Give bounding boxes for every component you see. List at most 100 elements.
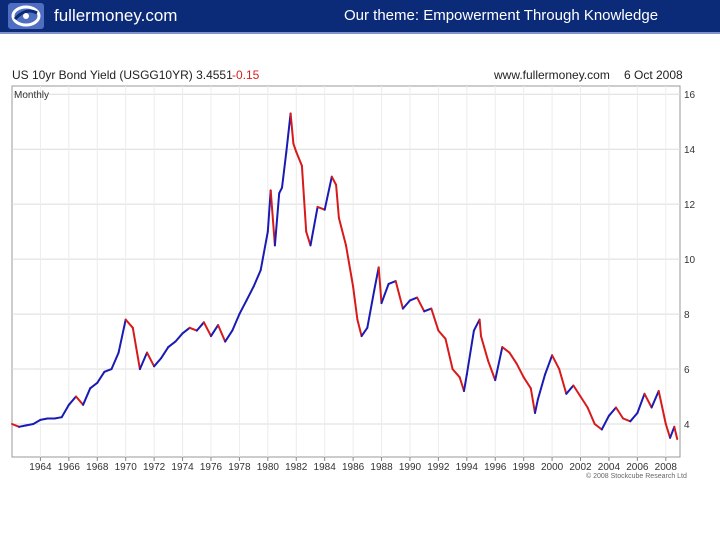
series-segment — [289, 112, 295, 145]
x-tick-label: 2008 — [655, 462, 678, 473]
series-segment — [195, 321, 205, 332]
series-segment — [551, 354, 561, 371]
x-axis: 1964 1966 1968 1970 1972 1974 1976 1978 1980 1982… — [29, 457, 677, 473]
series-segment — [167, 340, 177, 349]
plot-area — [11, 85, 681, 458]
y-axis: 4 6 8 10 12 14 16 — [684, 90, 696, 431]
series-segment — [401, 299, 411, 310]
y-tick-label: 8 — [684, 310, 690, 321]
series-segment — [67, 395, 77, 406]
series-segment — [544, 354, 554, 376]
x-tick-label: 1992 — [427, 462, 450, 473]
x-tick-label: 1984 — [314, 462, 337, 473]
chart-title: US 10yr Bond Yield (USGG10YR) 3.4551 — [12, 68, 233, 82]
series-segment — [593, 423, 603, 431]
series-segment — [245, 285, 255, 302]
swirl-logo-icon — [8, 3, 44, 29]
x-tick-label: 1994 — [456, 462, 479, 473]
y-tick-label: 10 — [684, 255, 696, 266]
series-segment — [278, 186, 283, 195]
y-tick-label: 16 — [684, 90, 696, 101]
series-segment — [373, 266, 380, 291]
series-segment — [103, 368, 113, 373]
x-tick-label: 1980 — [257, 462, 280, 473]
series-segment — [480, 335, 490, 362]
series-segment — [657, 390, 667, 425]
series-segment — [463, 373, 468, 392]
series-segment — [629, 412, 639, 423]
series-segment — [269, 189, 276, 247]
series-segment — [266, 189, 272, 233]
series-segment — [131, 326, 141, 371]
x-tick-label: 1998 — [513, 462, 536, 473]
x-tick-label: 1964 — [29, 462, 52, 473]
series-segment — [360, 326, 369, 338]
series-segment — [174, 332, 184, 343]
series-segment — [366, 288, 376, 329]
series-segment — [39, 417, 49, 421]
series-segment — [558, 368, 568, 395]
series-segment — [89, 381, 99, 390]
x-tick-label: 1974 — [171, 462, 194, 473]
series-segment — [423, 307, 433, 313]
series-segment — [224, 329, 234, 343]
series-segment — [231, 313, 241, 332]
series-segment — [181, 326, 191, 335]
series-segment — [377, 266, 383, 305]
series-segment — [508, 351, 518, 365]
x-tick-label: 1990 — [399, 462, 422, 473]
series-segment — [75, 395, 85, 406]
series-segment — [300, 164, 308, 233]
series-segment — [380, 282, 390, 305]
series-segment — [600, 414, 610, 431]
series-segment — [202, 321, 212, 338]
x-tick-label: 1986 — [342, 462, 365, 473]
series-segment — [615, 406, 625, 420]
series-segment — [643, 392, 653, 409]
series-segment — [394, 280, 404, 310]
series-segment — [309, 205, 319, 247]
series-segment — [210, 324, 220, 338]
header-banner: fullermoney.com Our theme: Empowerment T… — [0, 0, 720, 32]
series-segment — [451, 368, 461, 379]
series-segment — [444, 337, 454, 371]
series-segment — [622, 417, 632, 423]
series-segment — [110, 351, 120, 371]
x-tick-label: 1970 — [115, 462, 138, 473]
series-segment — [25, 423, 35, 427]
x-tick-label: 2004 — [598, 462, 621, 473]
x-tick-label: 2002 — [569, 462, 592, 473]
series-segment — [586, 406, 596, 425]
x-tick-label: 1982 — [285, 462, 308, 473]
copyright-note: © 2008 Stockcube Research Ltd — [586, 473, 687, 480]
series-segment — [529, 387, 536, 414]
series-line — [11, 112, 679, 440]
x-tick-label: 1972 — [143, 462, 166, 473]
series-segment — [534, 398, 539, 414]
series-segment — [281, 151, 288, 189]
y-tick-label: 6 — [684, 365, 690, 376]
series-segment — [437, 329, 447, 340]
series-segment — [472, 318, 481, 332]
series-segment — [522, 376, 532, 390]
series-segment — [146, 351, 156, 368]
series-segment — [138, 351, 148, 371]
series-segment — [669, 425, 676, 439]
series-segment — [650, 390, 660, 409]
series-segment — [188, 326, 198, 332]
chart-date: 6 Oct 2008 — [624, 68, 683, 82]
series-segment — [409, 296, 419, 302]
grid-lines — [12, 86, 680, 457]
brand-name: fullermoney.com — [54, 6, 178, 25]
series-segment — [238, 299, 248, 316]
series-segment — [387, 280, 397, 285]
series-segment — [356, 318, 363, 338]
series-segment — [11, 423, 21, 428]
x-tick-label: 1978 — [228, 462, 251, 473]
series-segment — [565, 384, 575, 395]
series-segment — [18, 424, 28, 428]
series-segment — [664, 423, 672, 439]
x-tick-label: 1968 — [86, 462, 109, 473]
series-segment — [335, 183, 340, 219]
